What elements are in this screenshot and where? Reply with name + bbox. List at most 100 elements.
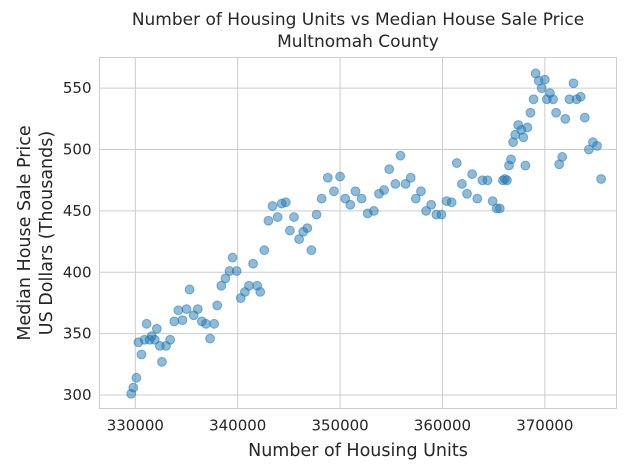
data-point	[462, 188, 472, 199]
data-point	[169, 316, 180, 327]
data-point	[400, 179, 411, 189]
data-point	[356, 193, 367, 204]
data-point	[173, 305, 184, 316]
y-axis-label-line-2: US Dollars (Thousands)	[37, 131, 57, 335]
data-point	[335, 171, 345, 182]
x-tick-label: 360000	[414, 417, 471, 435]
x-tick-labels: 330000 340000 350000 360000 370000	[107, 417, 574, 435]
y-tick-label: 300	[63, 386, 92, 404]
data-point	[267, 201, 278, 211]
data-point	[244, 280, 254, 291]
data-point	[259, 245, 270, 256]
data-point	[165, 334, 176, 345]
data-point	[395, 150, 406, 161]
data-point	[560, 113, 571, 124]
y-tick-label: 550	[63, 79, 92, 97]
data-point	[548, 94, 558, 105]
data-point	[131, 372, 142, 383]
y-axis-label-line-1: Median House Sale Price	[15, 125, 35, 340]
data-point	[502, 175, 512, 186]
data-point	[177, 315, 188, 326]
data-point	[410, 193, 421, 204]
data-point	[340, 193, 351, 204]
data-point	[231, 266, 242, 276]
data-point	[302, 223, 313, 233]
data-point	[272, 212, 283, 222]
data-point	[255, 287, 266, 297]
data-point	[421, 206, 431, 216]
data-point	[579, 112, 590, 123]
data-point	[551, 107, 561, 118]
data-point	[405, 172, 416, 183]
data-point	[596, 174, 607, 184]
chart-title-line-1: Number of Housing Units vs Median House …	[132, 10, 584, 30]
data-point	[379, 185, 390, 195]
y-tick-label: 350	[63, 325, 92, 343]
data-point	[136, 349, 147, 360]
data-point	[487, 196, 498, 206]
data-point	[368, 206, 379, 216]
data-point	[192, 304, 203, 314]
data-point	[149, 334, 160, 345]
data-point	[436, 209, 447, 220]
data-point	[306, 245, 317, 256]
data-point	[209, 318, 220, 329]
data-point	[280, 197, 291, 208]
data-point	[457, 179, 467, 189]
data-point	[467, 169, 478, 179]
data-point	[128, 382, 139, 393]
data-point	[181, 304, 192, 314]
data-point	[248, 258, 258, 269]
data-point	[518, 132, 529, 143]
data-point	[575, 91, 586, 102]
data-point	[311, 209, 322, 220]
data-point	[482, 175, 493, 186]
data-point	[592, 140, 602, 151]
data-point	[184, 284, 195, 295]
data-point	[205, 333, 215, 344]
data-point	[520, 160, 531, 171]
data-point	[329, 186, 339, 197]
data-point	[350, 186, 361, 197]
y-tick-label: 500	[63, 141, 92, 159]
data-point	[157, 356, 167, 367]
x-tick-label: 370000	[516, 417, 573, 435]
data-point	[583, 144, 594, 155]
grid	[99, 57, 617, 409]
data-point	[201, 318, 211, 329]
data-point	[141, 318, 152, 329]
data-point	[151, 323, 162, 334]
data-point	[212, 300, 223, 311]
data-point	[506, 154, 516, 165]
data-point	[557, 152, 568, 162]
data-point	[390, 179, 401, 189]
data-point	[528, 94, 539, 105]
data-point	[472, 193, 483, 204]
data-points	[126, 68, 607, 399]
y-tick-label: 400	[63, 263, 92, 281]
data-point	[220, 273, 231, 284]
data-point	[522, 122, 533, 133]
data-point	[416, 186, 426, 197]
data-point	[536, 83, 547, 94]
data-point	[525, 107, 536, 118]
plot-area-frame	[99, 57, 617, 409]
x-tick-label: 340000	[209, 417, 266, 435]
data-point	[289, 212, 299, 222]
y-tick-label: 450	[63, 202, 92, 220]
data-point	[539, 74, 550, 85]
x-axis-label: Number of Housing Units	[248, 441, 468, 461]
data-point	[384, 164, 395, 175]
data-point	[345, 199, 356, 210]
data-point	[285, 225, 295, 236]
data-point	[494, 203, 505, 214]
data-point	[322, 172, 333, 183]
data-point	[426, 199, 437, 210]
x-tick-label: 330000	[107, 417, 164, 435]
y-tick-labels: 300 350 400 450 500 550	[63, 79, 92, 404]
data-point	[216, 280, 227, 291]
data-point	[227, 252, 238, 263]
chart-title-line-2: Multnomah County	[277, 32, 439, 52]
